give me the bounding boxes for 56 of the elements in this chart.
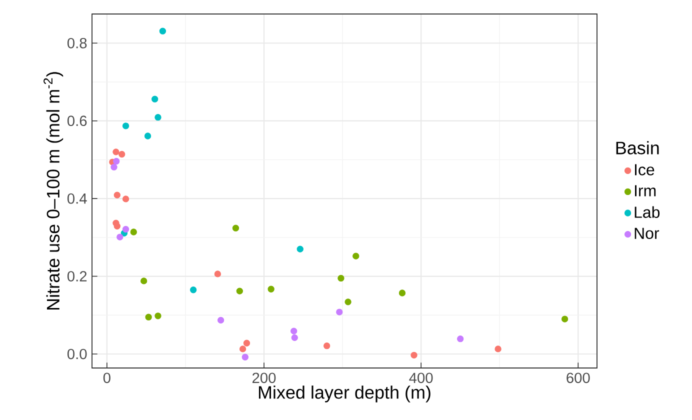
point: [122, 122, 130, 130]
point: [494, 346, 502, 352]
point: [236, 288, 243, 294]
point: [324, 342, 330, 350]
point: [457, 336, 464, 342]
x-axis-title: Mixed layer depth (m): [258, 386, 430, 402]
point: [116, 234, 124, 240]
y-tick-label: 0.8: [67, 38, 87, 48]
x-tick-label: 600: [566, 372, 590, 384]
point: [410, 352, 418, 358]
point: [338, 274, 344, 282]
point: [232, 224, 240, 232]
legend-title: Basin: [616, 141, 659, 154]
point: [336, 308, 343, 316]
legend-label: Ice: [635, 164, 654, 176]
point: [152, 96, 158, 102]
point: [214, 270, 222, 278]
point: [561, 316, 568, 322]
point: [268, 286, 274, 292]
point: [122, 226, 130, 233]
x-tick-label: 200: [252, 372, 276, 384]
y-tick-label: 0.2: [67, 271, 87, 282]
point: [290, 328, 298, 334]
point: [118, 150, 126, 158]
point: [296, 246, 304, 252]
point: [114, 222, 120, 230]
y-tick-label: 0.4: [67, 193, 87, 204]
point: [154, 114, 162, 121]
point: [291, 334, 298, 342]
legend-label: Lab: [634, 206, 660, 218]
point: [398, 290, 406, 296]
point: [114, 192, 120, 198]
point: [239, 346, 246, 352]
x-tick-label: 400: [409, 372, 433, 384]
point: [190, 286, 197, 294]
point: [159, 28, 166, 34]
point: [122, 196, 130, 202]
point: [110, 164, 118, 170]
y-tick-label: 0.6: [67, 116, 87, 126]
point: [352, 252, 360, 260]
point: [217, 316, 224, 324]
legend-label: Irm: [635, 185, 656, 196]
point: [140, 278, 148, 284]
point: [112, 148, 120, 156]
point: [243, 340, 250, 346]
point: [113, 158, 120, 165]
x-tick-label: 0: [103, 372, 110, 384]
y-tick-label: 0.0: [67, 348, 87, 360]
point: [144, 132, 152, 140]
point: [344, 298, 352, 306]
point: [154, 312, 162, 320]
point: [145, 314, 152, 320]
point: [242, 354, 248, 360]
point: [130, 228, 137, 236]
legend-label: Nor: [634, 228, 660, 239]
y-axis-title: Nitrate use 0–100 m (mol m$^{-2}$): [44, 72, 64, 310]
